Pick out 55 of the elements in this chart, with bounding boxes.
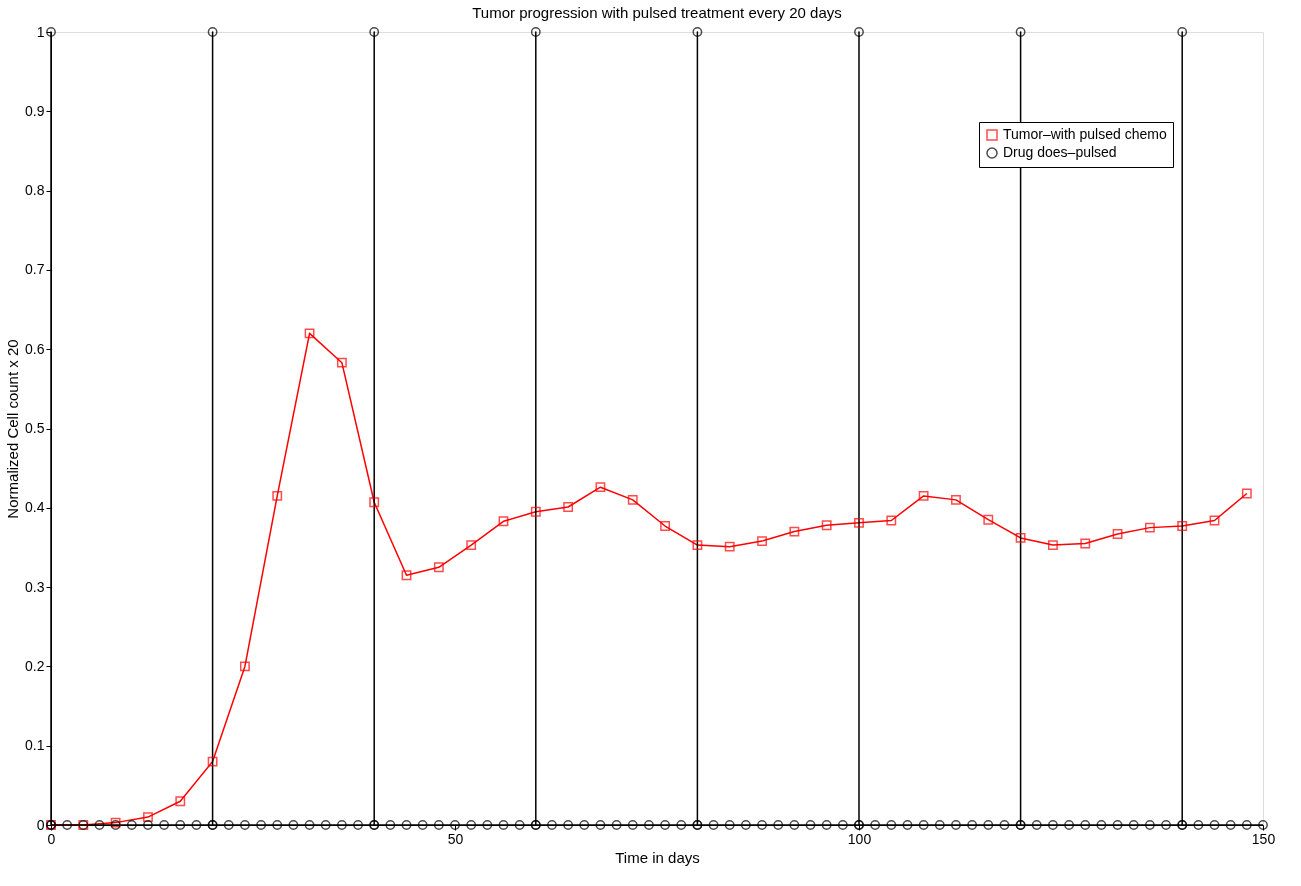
y-tick-label: 0.5 xyxy=(25,420,45,436)
point xyxy=(595,482,606,493)
y-tick-label: 0.9 xyxy=(25,102,45,119)
point xyxy=(175,796,186,807)
y-tick-label: 0 xyxy=(36,816,45,833)
point xyxy=(757,536,767,547)
legend-label: Drug does–pulsed xyxy=(1003,144,1117,160)
point xyxy=(1080,538,1091,549)
point xyxy=(369,497,380,508)
point xyxy=(239,661,250,672)
y-tick-label: 0.1 xyxy=(25,737,45,754)
point xyxy=(272,490,283,501)
point xyxy=(207,756,218,767)
x-tick-label: 100 xyxy=(847,830,872,847)
point xyxy=(724,541,735,552)
legend-label: Tumor–with pulsed chemo xyxy=(1003,126,1167,142)
x-tick-label: 0 xyxy=(47,830,56,847)
y-tick-label: 0.2 xyxy=(25,657,45,674)
point xyxy=(433,562,444,573)
point xyxy=(627,494,638,505)
x-axis-title: Time in days xyxy=(615,848,700,866)
point xyxy=(1112,529,1123,539)
point xyxy=(983,514,994,525)
y-tick-label: 0.6 xyxy=(25,340,45,357)
point xyxy=(1209,515,1220,526)
point xyxy=(886,515,897,526)
point xyxy=(401,570,412,581)
point xyxy=(692,540,703,550)
point xyxy=(1241,488,1252,499)
point xyxy=(1177,521,1188,531)
chart-title: Tumor progression with pulsed treatment every 20 days xyxy=(472,3,842,21)
point xyxy=(789,526,800,537)
point xyxy=(336,357,347,368)
point xyxy=(918,490,929,501)
point xyxy=(1144,522,1155,533)
point xyxy=(466,540,477,550)
y-tick-label: 0.7 xyxy=(25,261,45,278)
point xyxy=(951,494,961,505)
point xyxy=(821,520,832,531)
point xyxy=(854,517,864,528)
y-tick-label: 0.8 xyxy=(25,182,45,199)
point xyxy=(1015,533,1026,543)
y-tick-label: 1 xyxy=(36,23,45,40)
point xyxy=(498,516,509,527)
x-tick-label: 50 xyxy=(447,830,464,847)
point xyxy=(1047,540,1058,550)
point xyxy=(530,506,541,517)
point xyxy=(304,328,315,339)
point xyxy=(660,521,671,531)
x-tick-label: 150 xyxy=(1251,830,1276,847)
point xyxy=(563,502,574,512)
y-tick-label: 0.3 xyxy=(25,578,45,595)
y-tick-label: 0.4 xyxy=(25,499,45,516)
point xyxy=(143,812,153,822)
y-axis-title: Normalized Cell count x 20 xyxy=(4,339,22,519)
